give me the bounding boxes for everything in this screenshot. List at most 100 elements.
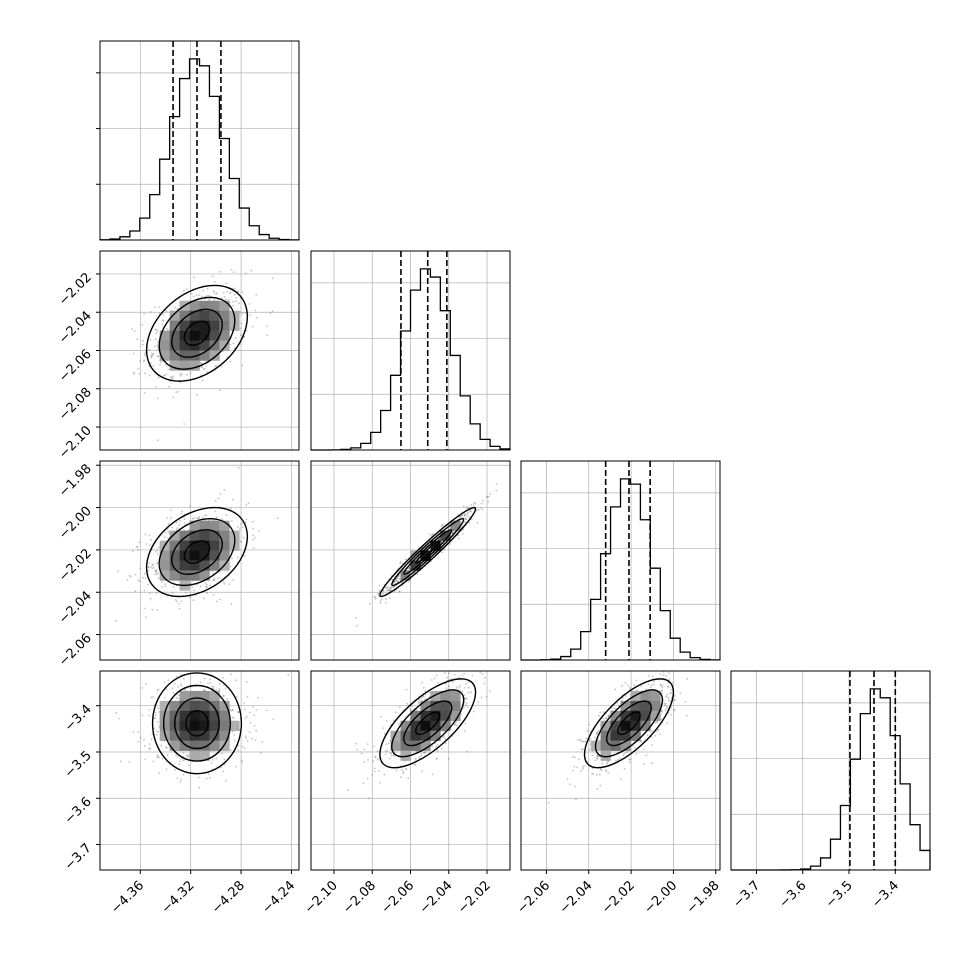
sample-point: [444, 742, 447, 745]
sample-point: [175, 521, 178, 524]
sample-point: [625, 695, 627, 697]
sample-point: [224, 687, 227, 690]
density-cell: [199, 710, 210, 722]
density-cell: [219, 700, 230, 712]
sample-point: [149, 598, 152, 600]
sample-point: [601, 762, 604, 765]
sample-point: [224, 298, 227, 301]
sample-point: [180, 600, 183, 603]
sample-point: [438, 538, 441, 540]
x-tick-label: −4.32: [159, 878, 198, 917]
sample-point: [600, 769, 603, 772]
sample-point: [198, 776, 200, 779]
sample-point: [436, 743, 439, 746]
sample-point: [185, 754, 188, 757]
sample-point: [489, 690, 491, 692]
sample-point: [372, 760, 375, 762]
density-cell: [440, 700, 451, 712]
sample-point: [607, 772, 610, 774]
sample-point: [408, 567, 411, 569]
sample-point: [155, 573, 158, 576]
sample-point: [471, 675, 474, 677]
sample-point: [193, 589, 196, 592]
sample-point: [382, 592, 385, 595]
sample-point: [179, 760, 181, 763]
density-cell: [179, 340, 190, 351]
sample-point: [154, 714, 157, 716]
sample-point: [465, 518, 467, 521]
sample-point: [605, 717, 607, 720]
sample-point: [468, 510, 471, 513]
density-cell: [169, 360, 180, 371]
sample-point: [232, 342, 235, 345]
contour-2: [158, 296, 236, 370]
x-tick-label: −2.04: [557, 878, 596, 917]
sample-point: [645, 688, 647, 690]
sample-point: [390, 589, 392, 591]
sample-point: [184, 591, 187, 594]
density-cell: [179, 310, 190, 321]
sample-point: [234, 765, 237, 768]
sample-point: [455, 721, 458, 723]
sample-point: [443, 549, 446, 551]
sample-point: [645, 754, 648, 757]
sample-point: [219, 389, 222, 391]
sample-point: [216, 577, 219, 580]
sample-point: [665, 695, 668, 698]
sample-point: [180, 778, 183, 781]
sample-point: [204, 582, 207, 584]
sample-point: [175, 600, 178, 603]
density-cell: [430, 690, 441, 702]
sample-point: [163, 681, 166, 684]
x-tick-label: −2.06: [514, 878, 553, 917]
sample-point: [177, 390, 179, 393]
sample-point: [472, 504, 475, 507]
density-cell: [620, 740, 631, 751]
sample-point: [386, 586, 389, 588]
sample-point: [250, 269, 253, 272]
sample-point: [252, 547, 255, 549]
sample-point: [466, 515, 469, 518]
sample-point: [208, 294, 210, 297]
sample-point: [574, 785, 576, 788]
sample-point: [199, 681, 202, 684]
sample-point: [437, 538, 440, 541]
sample-point: [387, 589, 389, 591]
sample-point: [392, 754, 395, 757]
contour-1: [606, 700, 652, 747]
sample-point: [183, 759, 186, 761]
sample-point: [661, 685, 664, 687]
y-tick-label: −2.00: [56, 504, 95, 543]
sample-point: [651, 730, 654, 732]
sample-point: [383, 773, 386, 776]
sample-point: [148, 748, 151, 750]
sample-point: [165, 746, 168, 749]
sample-point: [650, 684, 653, 687]
x-tick-label: −2.02: [455, 878, 494, 917]
sample-point: [143, 744, 146, 747]
sample-point: [608, 714, 611, 717]
sample-point: [154, 569, 157, 572]
sample-point: [422, 751, 425, 754]
sample-point: [244, 555, 246, 557]
sample-point: [254, 739, 257, 742]
sample-point: [419, 698, 421, 700]
sample-point: [212, 687, 214, 690]
density-cell: [209, 330, 220, 341]
sample-point: [463, 514, 466, 516]
sample-point: [237, 526, 239, 528]
sample-point: [379, 782, 381, 784]
sample-point: [154, 573, 156, 576]
sample-point: [143, 607, 146, 610]
sample-point: [457, 537, 460, 540]
sample-point: [244, 311, 247, 314]
sample-point: [423, 698, 426, 701]
sample-point: [479, 506, 482, 509]
sample-point: [216, 600, 218, 603]
sample-point: [209, 678, 212, 681]
x-tick-label: −2.04: [417, 878, 456, 917]
sample-point: [155, 592, 158, 594]
sample-point: [180, 685, 183, 687]
sample-point: [143, 392, 146, 394]
sample-point: [666, 722, 669, 724]
